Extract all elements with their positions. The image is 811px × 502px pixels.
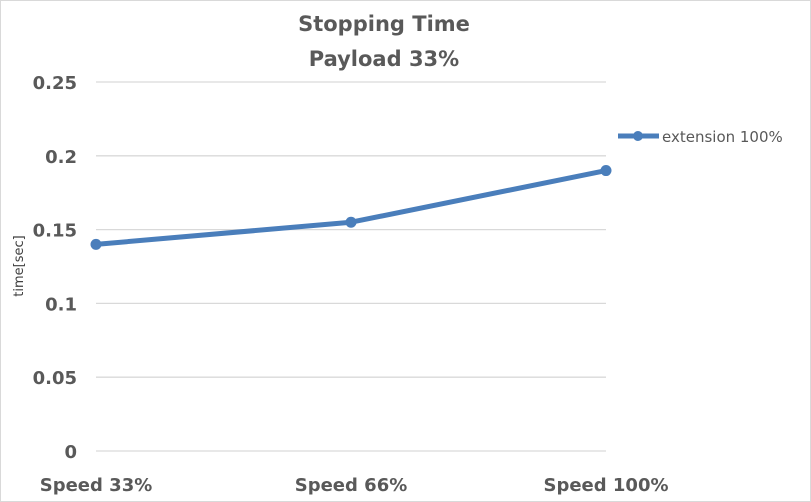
y-tick-label: 0.05 xyxy=(33,368,77,389)
y-axis-label: time[sec] xyxy=(12,235,27,296)
y-tick-label: 0.15 xyxy=(33,221,77,242)
legend-marker xyxy=(633,131,643,141)
x-tick-label: Speed 66% xyxy=(295,475,408,496)
chart-title: Stopping Time xyxy=(298,12,470,36)
y-tick-label: 0.2 xyxy=(45,147,77,168)
legend: extension 100% xyxy=(618,128,783,146)
y-tick-label: 0.25 xyxy=(33,73,77,94)
x-tick-label: Speed 33% xyxy=(40,475,153,496)
x-tick-label: Speed 100% xyxy=(543,475,668,496)
series-line xyxy=(95,168,607,247)
y-tick-label: 0.1 xyxy=(45,294,77,315)
legend-label: extension 100% xyxy=(662,128,783,146)
data-point xyxy=(90,238,102,250)
data-point xyxy=(345,216,357,228)
y-tick-label: 0 xyxy=(64,442,77,463)
data-point xyxy=(600,165,612,177)
chart-subtitle: Payload 33% xyxy=(309,47,459,71)
